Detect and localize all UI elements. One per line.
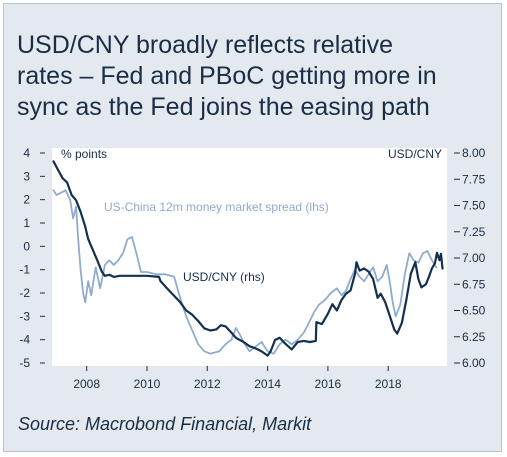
chart-panel: USD/CNY broadly reflects relative rates … xyxy=(3,3,502,452)
right-axis-tick-label: 7.25 xyxy=(462,225,486,239)
usdcny-series-label: USD/CNY (rhs) xyxy=(183,270,265,284)
series-layer xyxy=(52,160,444,357)
axis-layer: 4 3 2 1 0 -1 -2 -3 -4 -5 8.00 7.75 7.50 7.25 7.00 6.75 6… xyxy=(19,146,485,391)
x-axis-tick-label: 2008 xyxy=(73,377,100,391)
left-axis-tick-label: 4 xyxy=(23,146,30,160)
title-line: rates – Fed and PBoC getting more in xyxy=(17,62,437,90)
x-axis-tick-label: 2018 xyxy=(375,377,402,391)
right-axis-tick-label: 7.50 xyxy=(462,199,486,213)
right-axis-tick-label: 6.00 xyxy=(462,356,486,370)
left-axis-label: % points xyxy=(61,147,107,161)
right-axis-tick-label: 7.75 xyxy=(462,172,486,186)
usdcny-series-line xyxy=(52,160,444,357)
left-axis-tick-label: 1 xyxy=(23,216,30,230)
x-axis-tick-label: 2010 xyxy=(134,377,161,391)
title-line: USD/CNY broadly reflects relative xyxy=(17,31,394,59)
left-axis-tick-label: -3 xyxy=(19,309,30,323)
title-line: sync as the Fed joins the easing path xyxy=(17,93,430,121)
left-axis-tick-label: -1 xyxy=(19,263,30,277)
spread-series-label: US-China 12m money market spread (lhs) xyxy=(104,200,329,214)
left-axis-tick-label: -2 xyxy=(19,286,30,300)
plot-background xyxy=(52,148,447,366)
right-axis-tick-label: 8.00 xyxy=(462,146,486,160)
left-axis-tick-label: 2 xyxy=(23,193,30,207)
right-axis-label: USD/CNY xyxy=(388,147,442,161)
right-axis-tick-label: 6.50 xyxy=(462,304,486,318)
chart-title: USD/CNY broadly reflects relative rates … xyxy=(17,30,497,123)
line-chart: 4 3 2 1 0 -1 -2 -3 -4 -5 8.00 7.75 7.50 7.25 7.00 6.75 6… xyxy=(19,146,485,391)
x-axis-tick-label: 2012 xyxy=(194,377,221,391)
left-axis-tick-label: -5 xyxy=(19,356,30,370)
chart-area: 4 3 2 1 0 -1 -2 -3 -4 -5 8.00 7.75 7.50 7.25 7.00 6.75 6… xyxy=(4,134,503,401)
left-axis-tick-label: 0 xyxy=(23,239,30,253)
right-axis-tick-label: 7.00 xyxy=(462,251,486,265)
left-axis-tick-label: -4 xyxy=(19,333,30,347)
left-axis-tick-label: 3 xyxy=(23,169,30,183)
right-axis-tick-label: 6.25 xyxy=(462,330,486,344)
source-note: Source: Macrobond Financial, Markit xyxy=(18,414,312,434)
x-axis-tick-label: 2014 xyxy=(254,377,281,391)
right-axis-tick-label: 6.75 xyxy=(462,277,486,291)
x-axis-tick-label: 2016 xyxy=(315,377,342,391)
